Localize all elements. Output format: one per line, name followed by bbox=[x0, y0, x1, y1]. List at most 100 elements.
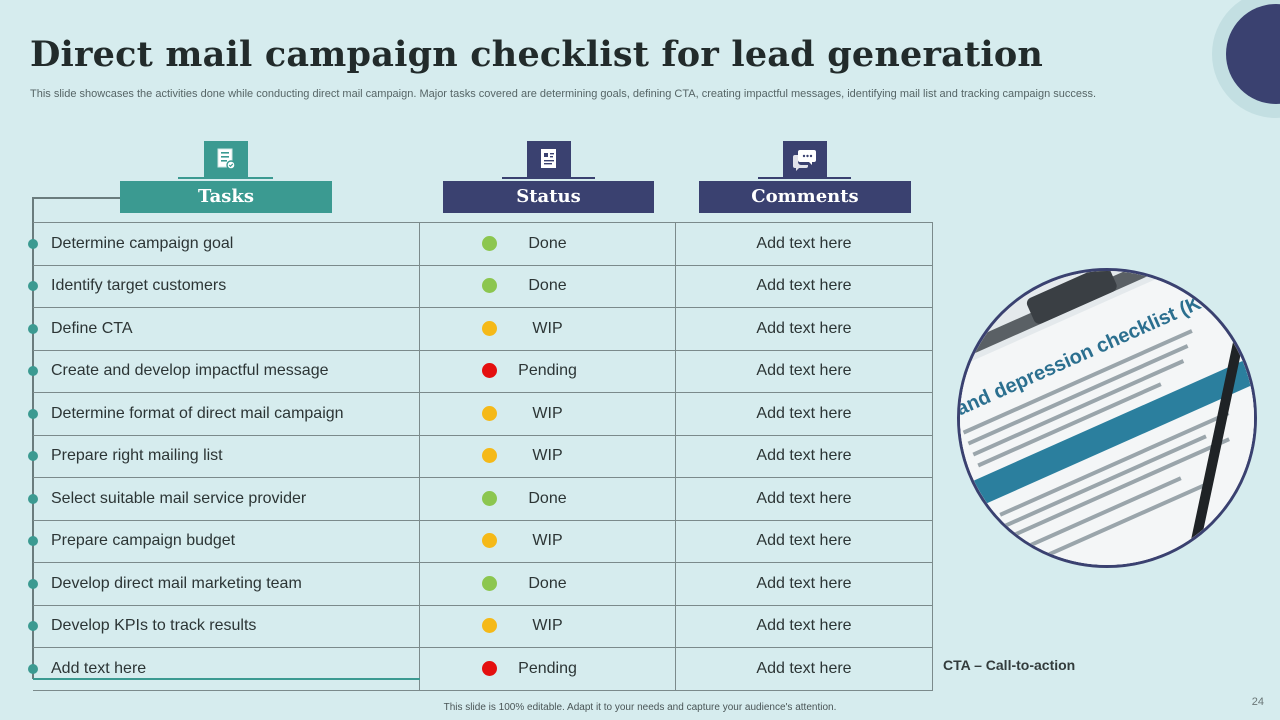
comment-cell: Add text here bbox=[676, 648, 933, 690]
tasks-header: Tasks bbox=[120, 181, 332, 213]
bullet-dot-icon bbox=[28, 366, 38, 377]
bullet-dot-icon bbox=[28, 578, 38, 589]
comment-cell: Add text here bbox=[676, 350, 933, 392]
comment-cell: Add text here bbox=[676, 605, 933, 647]
table-row: Prepare right mailing list WIP Add text he… bbox=[28, 434, 933, 477]
task-label: Create and develop impactful message bbox=[51, 362, 329, 380]
comment-label: Add text here bbox=[756, 447, 852, 465]
comment-cell: Add text here bbox=[676, 478, 933, 520]
comment-label: Add text here bbox=[756, 574, 852, 592]
comment-label: Add text here bbox=[756, 319, 852, 337]
table-row: Select suitable mail service provider Don… bbox=[28, 477, 933, 520]
tasks-column-underline bbox=[33, 678, 420, 680]
checklist-document-icon bbox=[204, 141, 248, 177]
comment-label: Add text here bbox=[756, 234, 852, 252]
status-cell: WIP bbox=[420, 435, 676, 477]
bullet-dot-icon bbox=[28, 238, 38, 249]
table-row: Develop direct mail marketing team Done Ad… bbox=[28, 562, 933, 605]
task-label: Add text here bbox=[51, 659, 147, 677]
status-done-icon bbox=[482, 575, 497, 591]
status-cell: WIP bbox=[420, 605, 676, 647]
status-label: WIP bbox=[532, 617, 563, 635]
bullet-dot-icon bbox=[28, 663, 38, 674]
bullet-dot-icon bbox=[28, 621, 38, 632]
task-cell: Determine format of direct mail campaign bbox=[28, 393, 420, 435]
status-done-icon bbox=[482, 490, 497, 506]
status-cell: Pending bbox=[420, 648, 676, 690]
status-header-line bbox=[502, 177, 595, 179]
status-done-icon bbox=[482, 278, 497, 294]
comment-cell: Add text here bbox=[676, 435, 933, 477]
comments-header: Comments bbox=[699, 181, 911, 213]
comment-label: Add text here bbox=[756, 277, 852, 295]
comment-label: Add text here bbox=[756, 532, 852, 550]
bullet-dot-icon bbox=[28, 493, 38, 504]
bullet-dot-icon bbox=[28, 451, 38, 462]
task-cell: Develop KPIs to track results bbox=[28, 605, 420, 647]
task-label: Identify target customers bbox=[51, 277, 227, 295]
task-label: Determine format of direct mail campaign bbox=[51, 404, 344, 422]
task-cell: Select suitable mail service provider bbox=[28, 478, 420, 520]
table-row: Identify target customers Done Add text he… bbox=[28, 264, 933, 307]
table-row: Create and develop impactful message Pend… bbox=[28, 349, 933, 392]
status-cell: Pending bbox=[420, 350, 676, 392]
comment-label: Add text here bbox=[756, 489, 852, 507]
task-cell: Define CTA bbox=[28, 308, 420, 350]
corner-decoration-inner bbox=[1226, 4, 1280, 104]
page-number: 24 bbox=[1251, 696, 1264, 708]
status-label: Done bbox=[528, 574, 567, 592]
task-cell: Prepare campaign budget bbox=[28, 520, 420, 562]
task-cell: Prepare right mailing list bbox=[28, 435, 420, 477]
status-label: Done bbox=[528, 234, 567, 252]
status-wip-icon bbox=[482, 533, 497, 549]
page-title: Direct mail campaign checklist for lead … bbox=[30, 34, 1044, 75]
bullet-dot-icon bbox=[28, 536, 38, 547]
status-wip-icon bbox=[482, 448, 497, 464]
task-cell: Develop direct mail marketing team bbox=[28, 563, 420, 605]
chat-bubbles-icon bbox=[783, 141, 827, 177]
comment-cell: Add text here bbox=[676, 563, 933, 605]
bullet-dot-icon bbox=[28, 323, 38, 334]
comment-cell: Add text here bbox=[676, 265, 933, 307]
comment-cell: Add text here bbox=[676, 308, 933, 350]
checklist-table: Determine campaign goal Done Add text here… bbox=[28, 222, 933, 691]
table-row: Determine format of direct mail campaign… bbox=[28, 392, 933, 435]
slide-footer: This slide is 100% editable. Adapt it to… bbox=[443, 702, 837, 713]
table-row: Prepare campaign budget WIP Add text here bbox=[28, 519, 933, 562]
tree-connector-top bbox=[32, 197, 120, 199]
status-label: Pending bbox=[518, 659, 577, 677]
status-label: Pending bbox=[518, 362, 577, 380]
task-label: Prepare campaign budget bbox=[51, 532, 236, 550]
comment-label: Add text here bbox=[756, 362, 852, 380]
task-label: Select suitable mail service provider bbox=[51, 489, 307, 507]
status-cell: Done bbox=[420, 265, 676, 307]
status-label: WIP bbox=[532, 319, 563, 337]
status-cell: Done bbox=[420, 563, 676, 605]
bullet-dot-icon bbox=[28, 408, 38, 419]
table-row: Determine campaign goal Done Add text here bbox=[28, 222, 933, 265]
corner-decoration bbox=[1212, 0, 1280, 118]
task-label: Prepare right mailing list bbox=[51, 447, 223, 465]
status-cell: WIP bbox=[420, 393, 676, 435]
page-subtitle: This slide showcases the activities done… bbox=[30, 88, 1097, 100]
task-label: Define CTA bbox=[51, 319, 133, 337]
comment-cell: Add text here bbox=[676, 520, 933, 562]
status-cell: Done bbox=[420, 223, 676, 265]
checklist-photo: ty and depression checklist (K bbox=[957, 268, 1257, 568]
status-label: Done bbox=[528, 489, 567, 507]
task-label: Develop direct mail marketing team bbox=[51, 574, 302, 592]
task-label: Develop KPIs to track results bbox=[51, 617, 257, 635]
status-label: Done bbox=[528, 277, 567, 295]
status-header: Status bbox=[443, 181, 654, 213]
tasks-header-line bbox=[178, 177, 273, 179]
task-cell: Determine campaign goal bbox=[28, 223, 420, 265]
comment-label: Add text here bbox=[756, 659, 852, 677]
comments-header-line bbox=[758, 177, 851, 179]
task-label: Determine campaign goal bbox=[51, 234, 234, 252]
tree-connector-vertical bbox=[32, 197, 34, 679]
report-chart-icon bbox=[527, 141, 571, 177]
status-wip-icon bbox=[482, 320, 497, 336]
status-pending-icon bbox=[482, 363, 497, 379]
status-wip-icon bbox=[482, 618, 497, 634]
task-cell: Add text here bbox=[28, 648, 420, 690]
